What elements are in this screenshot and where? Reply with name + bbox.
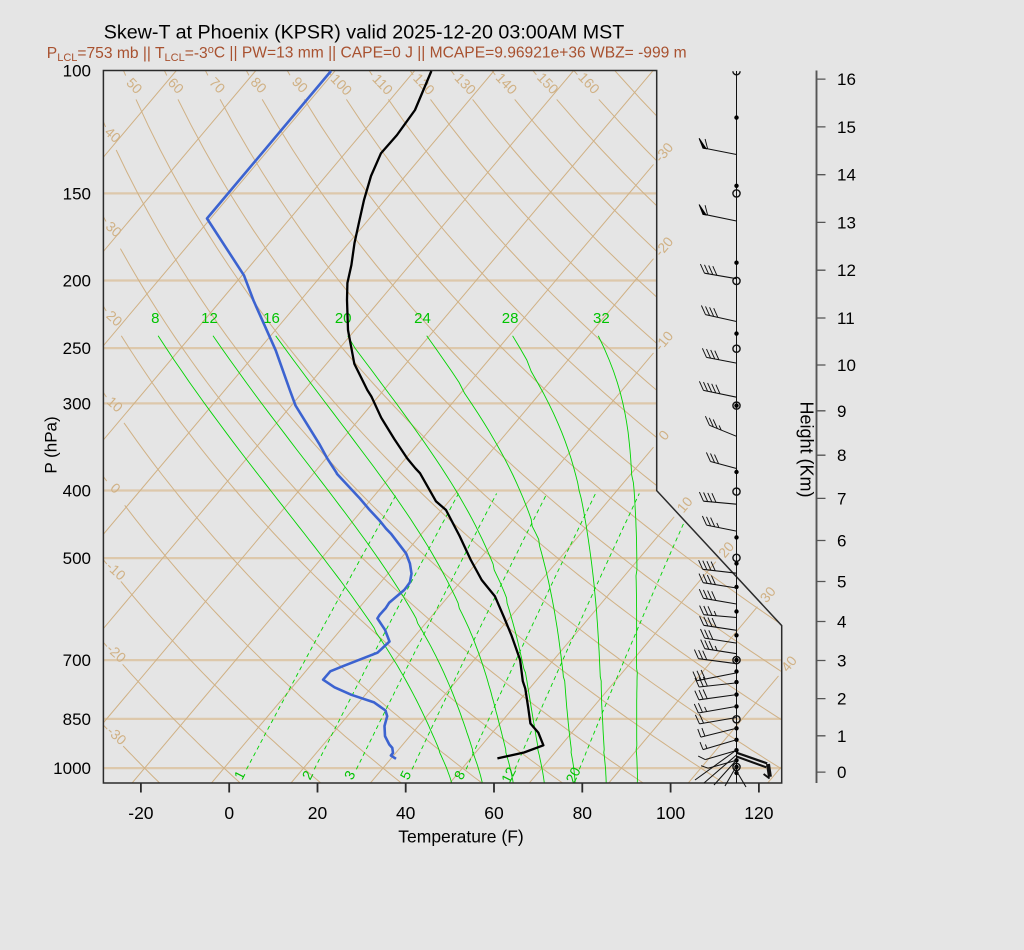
svg-text:16: 16 — [837, 70, 856, 89]
svg-text:9: 9 — [837, 402, 846, 421]
svg-text:20: 20 — [562, 764, 583, 785]
svg-text:16: 16 — [263, 310, 280, 327]
svg-text:0: 0 — [224, 803, 234, 823]
svg-text:12: 12 — [498, 764, 519, 785]
svg-text:7: 7 — [837, 489, 846, 508]
svg-text:11: 11 — [837, 309, 855, 328]
svg-text:2: 2 — [837, 690, 846, 709]
svg-text:Skew-T at Phoenix (KPSR) valid: Skew-T at Phoenix (KPSR) valid 2025-12-2… — [104, 22, 625, 44]
svg-text:Temperature (F): Temperature (F) — [398, 827, 523, 847]
svg-text:P (hPa): P (hPa) — [42, 416, 61, 473]
svg-text:100: 100 — [63, 62, 91, 81]
svg-text:60: 60 — [484, 803, 504, 823]
svg-text:5: 5 — [837, 573, 846, 592]
svg-text:400: 400 — [63, 482, 91, 501]
svg-text:250: 250 — [63, 339, 91, 358]
svg-text:500: 500 — [63, 549, 91, 568]
svg-text:Height (Km): Height (Km) — [797, 401, 817, 497]
svg-text:12: 12 — [201, 310, 218, 327]
svg-text:3: 3 — [837, 652, 846, 671]
svg-text:120: 120 — [744, 803, 773, 823]
svg-text:850: 850 — [63, 710, 91, 729]
svg-text:1: 1 — [837, 727, 846, 746]
svg-text:20: 20 — [308, 803, 328, 823]
svg-text:200: 200 — [63, 272, 91, 291]
svg-text:40: 40 — [396, 803, 416, 823]
svg-text:13: 13 — [837, 213, 856, 232]
svg-text:24: 24 — [414, 310, 431, 327]
svg-text:0: 0 — [837, 763, 846, 782]
svg-text:10: 10 — [837, 356, 856, 375]
svg-text:28: 28 — [502, 310, 519, 327]
svg-text:300: 300 — [63, 394, 91, 413]
svg-text:8: 8 — [837, 446, 846, 465]
svg-text:15: 15 — [837, 118, 856, 137]
svg-text:100: 100 — [656, 803, 685, 823]
svg-text:6: 6 — [837, 532, 846, 551]
svg-text:150: 150 — [63, 184, 91, 203]
svg-text:700: 700 — [63, 651, 91, 670]
svg-text:14: 14 — [837, 166, 856, 185]
svg-text:20: 20 — [335, 310, 352, 327]
svg-text:80: 80 — [573, 803, 593, 823]
svg-text:8: 8 — [151, 310, 159, 327]
svg-text:32: 32 — [593, 310, 610, 327]
svg-text:12: 12 — [837, 261, 856, 280]
svg-text:4: 4 — [837, 613, 846, 632]
svg-text:-20: -20 — [128, 803, 154, 823]
svg-text:PLCL=753 mb || TLCL=-3oC || PW: PLCL=753 mb || TLCL=-3oC || PW=13 mm || … — [47, 44, 687, 64]
svg-text:1000: 1000 — [53, 759, 91, 778]
